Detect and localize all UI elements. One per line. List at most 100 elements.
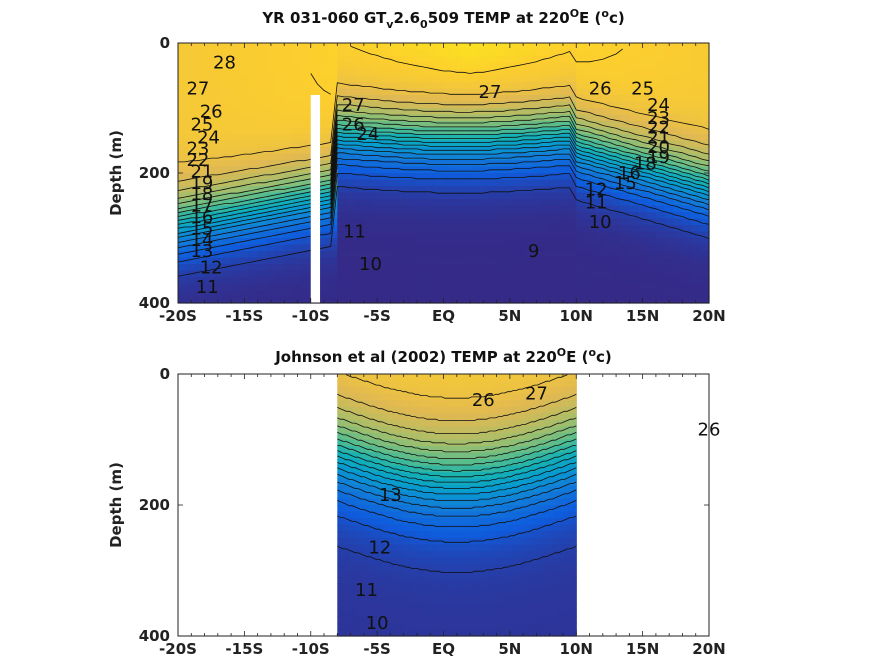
heatmap-cell	[464, 393, 470, 401]
heatmap-cell	[492, 583, 498, 591]
heatmap-cell	[512, 616, 518, 624]
heatmap-cell	[186, 82, 197, 90]
heatmap-cell	[602, 192, 613, 200]
heatmap-cell	[239, 270, 250, 278]
heatmap-cell	[514, 75, 524, 83]
heatmap-cell	[488, 550, 494, 558]
heatmap-cell	[301, 283, 312, 291]
contour-label: 27	[342, 95, 365, 116]
heatmap-cell	[476, 518, 482, 526]
heatmap-cell	[572, 465, 577, 473]
heatmap-cell	[195, 75, 206, 83]
heatmap-cell	[480, 596, 486, 604]
heatmap-cell	[647, 277, 657, 285]
contour-label: 27	[525, 384, 548, 405]
heatmap-cell	[556, 459, 561, 467]
heatmap-cell	[432, 577, 438, 585]
heatmap-cell	[424, 616, 430, 624]
heatmap-cell	[337, 485, 342, 493]
heatmap-cell	[369, 505, 374, 513]
heatmap-cell	[239, 186, 250, 194]
heatmap-cell	[540, 505, 545, 513]
heatmap-cell	[564, 452, 569, 460]
heatmap-cell	[345, 446, 350, 454]
heatmap-cell	[204, 62, 214, 70]
heatmap-cell	[655, 283, 666, 291]
heatmap-cell	[524, 531, 530, 539]
heatmap-cell	[397, 400, 402, 408]
heatmap-cell	[443, 277, 453, 285]
heatmap-cell	[428, 446, 434, 454]
heatmap-cell	[508, 616, 514, 624]
heatmap-cell	[231, 160, 241, 168]
heatmap-cell	[540, 485, 545, 493]
heatmap-cell	[385, 583, 390, 591]
heatmap-cell	[337, 374, 342, 382]
heatmap-cell	[345, 531, 350, 539]
heatmap-cell	[512, 406, 518, 414]
heatmap-cell	[345, 498, 350, 506]
heatmap-cell	[520, 419, 526, 427]
heatmap-cell	[405, 387, 410, 395]
heatmap-cell	[564, 432, 569, 441]
heatmap-cell	[231, 147, 241, 155]
heatmap-cell	[436, 406, 442, 414]
heatmap-cell	[284, 296, 294, 304]
heatmap-cell	[461, 283, 471, 291]
heatmap-cell	[428, 380, 434, 388]
heatmap-cell	[487, 199, 498, 207]
heatmap-cell	[549, 166, 560, 174]
heatmap-cell	[508, 485, 514, 493]
heatmap-cell	[560, 413, 565, 421]
heatmap-cell	[345, 570, 350, 578]
heatmap-cell	[552, 498, 557, 506]
heatmap-cell	[691, 270, 701, 278]
heatmap-cell	[544, 432, 549, 441]
heatmap-cell	[390, 114, 400, 122]
heatmap-cell	[393, 544, 398, 552]
heatmap-cell	[524, 465, 530, 473]
heatmap-cell	[349, 603, 354, 611]
heatmap-cell	[560, 616, 565, 624]
heatmap-cell	[456, 472, 462, 480]
heatmap-cell	[178, 108, 188, 116]
heatmap-cell	[516, 544, 522, 552]
heatmap-cell	[452, 413, 458, 421]
heatmap-cell	[432, 596, 438, 604]
heatmap-cell	[524, 557, 530, 565]
heatmap-cell	[195, 82, 206, 90]
heatmap-cell	[664, 166, 675, 174]
heatmap-cell	[673, 69, 684, 77]
heatmap-cell	[341, 563, 346, 572]
heatmap-cell	[700, 186, 710, 194]
heatmap-cell	[508, 577, 514, 585]
heatmap-cell	[369, 478, 374, 486]
heatmap-cell	[248, 218, 259, 226]
heatmap-cell	[488, 465, 494, 473]
heatmap-cell	[468, 603, 474, 611]
heatmap-cell	[496, 478, 502, 486]
heatmap-cell	[425, 257, 436, 265]
heatmap-cell	[385, 629, 390, 637]
heatmap-cell	[472, 419, 478, 427]
heatmap-cell	[505, 225, 515, 233]
heatmap-cell	[611, 277, 622, 285]
heatmap-cell	[602, 140, 613, 148]
heatmap-cell	[440, 498, 446, 506]
heatmap-cell	[558, 205, 568, 213]
contour-label: 26	[342, 114, 365, 135]
heatmap-cell	[682, 244, 692, 252]
heatmap-cell	[373, 505, 378, 513]
heatmap-cell	[520, 563, 526, 572]
heatmap-cell	[248, 140, 259, 148]
heatmap-cell	[468, 577, 474, 585]
heatmap-cell	[549, 283, 560, 291]
heatmap-cell	[484, 439, 490, 447]
heatmap-cell	[357, 393, 362, 401]
heatmap-cell	[337, 596, 342, 604]
heatmap-cell	[488, 374, 494, 382]
heatmap-cell	[213, 43, 223, 51]
heatmap-cell	[373, 622, 378, 631]
heatmap-cell	[478, 231, 489, 239]
heatmap-cell	[377, 629, 382, 637]
